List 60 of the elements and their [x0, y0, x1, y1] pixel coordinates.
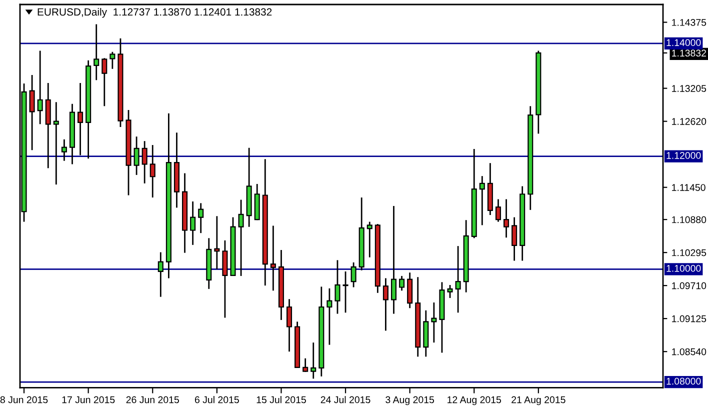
candlestick	[29, 74, 35, 151]
candlestick	[94, 24, 100, 81]
candlestick	[286, 298, 292, 352]
y-tick-label: 1.11450	[672, 184, 706, 191]
y-tick-label: 1.14375	[672, 19, 706, 26]
candlestick	[158, 252, 164, 298]
candlestick	[447, 284, 453, 299]
candlestick	[504, 198, 510, 238]
ref-line-label: 1.08000	[666, 378, 701, 385]
x-tick-label: 3 Aug 2015	[386, 396, 434, 406]
candlestick	[110, 51, 116, 70]
candlestick	[495, 198, 501, 222]
ref-line-label: 1.10000	[666, 264, 701, 272]
candlestick	[334, 259, 340, 314]
candlestick	[310, 342, 316, 380]
x-tick-label: 8 Jun 2015	[0, 396, 48, 404]
candlestick	[142, 140, 148, 184]
candlestick	[512, 216, 518, 262]
candlestick	[399, 275, 405, 292]
y-tick-label: 1.08540	[672, 348, 706, 356]
candlestick	[350, 262, 356, 288]
candlestick	[326, 288, 332, 346]
y-tick-label: 1.10295	[672, 249, 706, 256]
candlestick	[407, 272, 413, 309]
y-tick-label: 1.13205	[672, 85, 706, 92]
candlestick	[61, 138, 67, 162]
chart-title: EURUSD,Daily 1.12737 1.13870 1.12401 1.13832	[38, 8, 272, 18]
candlestick	[270, 225, 276, 292]
x-tick-label: 6 Jul 2015	[194, 396, 239, 404]
x-tick-label: 26 Jun 2015	[126, 396, 179, 404]
x-tick-label: 12 Aug 2015	[448, 396, 502, 406]
candlestick	[479, 175, 485, 226]
y-tick-label: 1.09125	[672, 315, 706, 322]
candlestick	[102, 57, 108, 107]
candlestick	[390, 205, 397, 314]
candlestick	[366, 221, 372, 258]
x-tick-label: 15 Jul 2015	[256, 396, 306, 404]
x-tick-label: 21 Aug 2015	[512, 396, 566, 406]
candlestick	[342, 270, 348, 314]
candlestick	[214, 215, 220, 270]
ref-line-label: 1.14000	[666, 39, 701, 46]
y-tick-label: 1.09710	[672, 282, 706, 290]
candlestick	[150, 144, 156, 198]
y-tick-label: 1.12620	[672, 118, 706, 125]
candlestick	[198, 202, 204, 234]
candlestick	[37, 50, 43, 125]
candlestick	[190, 200, 196, 246]
x-tick-label: 24 Jul 2015	[320, 396, 370, 404]
candlestick	[238, 199, 244, 277]
candlestick	[302, 358, 308, 373]
candlestick	[78, 82, 84, 156]
candlestick	[53, 101, 59, 186]
candlestick	[431, 302, 437, 344]
y-tick-label: 1.13832	[672, 50, 706, 57]
y-tick-label: 1.10880	[672, 216, 706, 224]
ref-line-label: 1.12000	[666, 152, 701, 159]
x-tick-label: 17 Jun 2015	[62, 396, 115, 404]
candlestick	[455, 245, 461, 314]
candlestick	[382, 278, 388, 332]
candlestick	[134, 136, 140, 176]
